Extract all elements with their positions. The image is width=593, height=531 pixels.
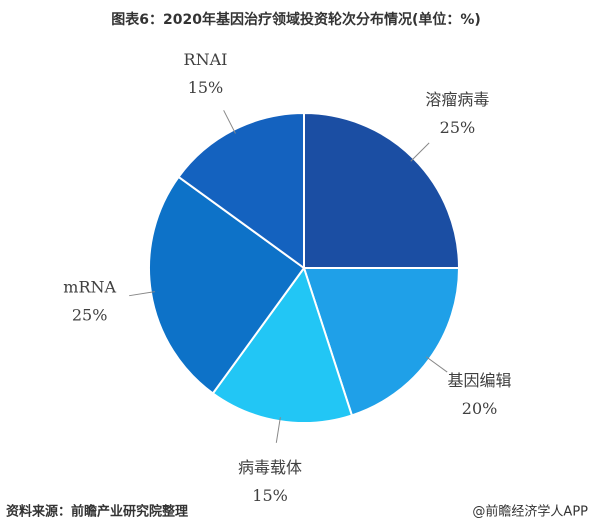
pie-slice <box>303 111 461 269</box>
source: 资料来源：前瞻产业研究院整理 <box>6 504 188 520</box>
leader-line <box>275 417 281 443</box>
leader-line <box>129 291 155 297</box>
leader-line <box>425 356 448 373</box>
value-label: 25% <box>440 118 476 137</box>
slice-label: mRNA <box>63 277 116 296</box>
leader-line <box>410 142 430 162</box>
slice-label: 基因编辑 <box>448 371 512 390</box>
value-label: 25% <box>72 305 108 324</box>
slice-label: 溶瘤病毒 <box>425 90 489 109</box>
leader-line <box>223 110 236 134</box>
value-label: 15% <box>252 486 288 505</box>
slice-label: RNAI <box>184 50 228 69</box>
chart-title: 图表6：2020年基因治疗领域投资轮次分布情况(单位：%) <box>111 11 481 28</box>
value-label: 15% <box>188 78 224 97</box>
value-label: 20% <box>462 399 498 418</box>
slice-label: 病毒载体 <box>238 458 302 477</box>
credit: @前瞻经济学人APP <box>472 504 588 520</box>
